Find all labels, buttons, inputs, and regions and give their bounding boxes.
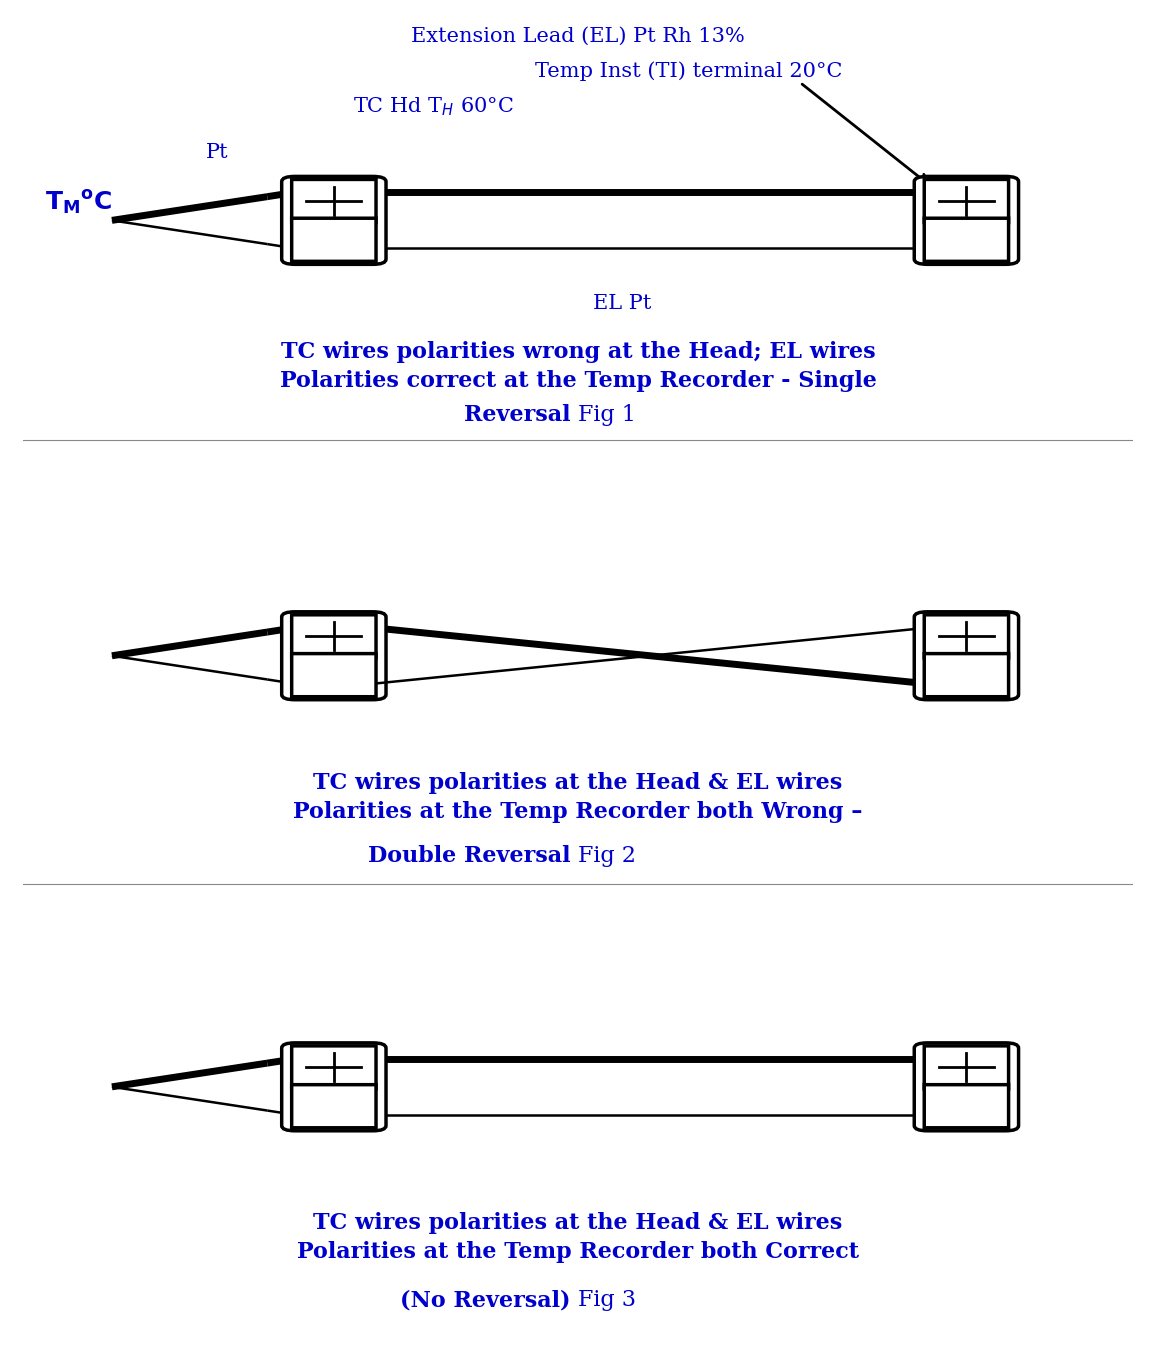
FancyBboxPatch shape <box>291 1085 376 1128</box>
Text: Reversal: Reversal <box>464 404 578 425</box>
Text: TC wires polarities at the Head & EL wires
Polarities at the Temp Recorder both : TC wires polarities at the Head & EL wir… <box>294 773 862 822</box>
FancyBboxPatch shape <box>925 179 1008 222</box>
FancyBboxPatch shape <box>282 1043 386 1131</box>
FancyBboxPatch shape <box>282 612 386 700</box>
Text: $\mathbf{T_M}$$\mathbf{^o}$$\mathbf{ C}$: $\mathbf{T_M}$$\mathbf{^o}$$\mathbf{ C}$ <box>45 188 112 217</box>
FancyBboxPatch shape <box>925 654 1008 697</box>
Text: Pt: Pt <box>206 143 229 162</box>
Text: (No Reversal): (No Reversal) <box>400 1289 578 1311</box>
FancyBboxPatch shape <box>914 176 1018 264</box>
FancyBboxPatch shape <box>291 654 376 697</box>
FancyBboxPatch shape <box>925 1046 1008 1089</box>
FancyBboxPatch shape <box>925 1085 1008 1128</box>
FancyBboxPatch shape <box>291 615 376 658</box>
Text: Fig 2: Fig 2 <box>578 845 636 867</box>
FancyBboxPatch shape <box>925 615 1008 658</box>
Text: Fig 1: Fig 1 <box>578 404 636 425</box>
FancyBboxPatch shape <box>282 176 386 264</box>
Text: TC wires polarities at the Head & EL wires
Polarities at the Temp Recorder both : TC wires polarities at the Head & EL wir… <box>297 1211 859 1263</box>
Text: EL Pt: EL Pt <box>593 293 652 312</box>
Text: Temp Inst (TI) terminal 20°C: Temp Inst (TI) terminal 20°C <box>535 61 843 81</box>
FancyBboxPatch shape <box>914 1043 1018 1131</box>
FancyBboxPatch shape <box>291 1046 376 1089</box>
FancyBboxPatch shape <box>925 218 1008 261</box>
FancyBboxPatch shape <box>291 179 376 222</box>
Text: TC Hd T$_H$ 60°C: TC Hd T$_H$ 60°C <box>354 96 514 118</box>
Text: TC wires polarities wrong at the Head; EL wires
Polarities correct at the Temp R: TC wires polarities wrong at the Head; E… <box>280 341 876 392</box>
FancyBboxPatch shape <box>291 218 376 261</box>
Text: Double Reversal: Double Reversal <box>368 845 578 867</box>
Text: Fig 3: Fig 3 <box>578 1289 636 1311</box>
FancyBboxPatch shape <box>914 612 1018 700</box>
Text: Extension Lead (EL) Pt Rh 13%: Extension Lead (EL) Pt Rh 13% <box>412 27 744 46</box>
